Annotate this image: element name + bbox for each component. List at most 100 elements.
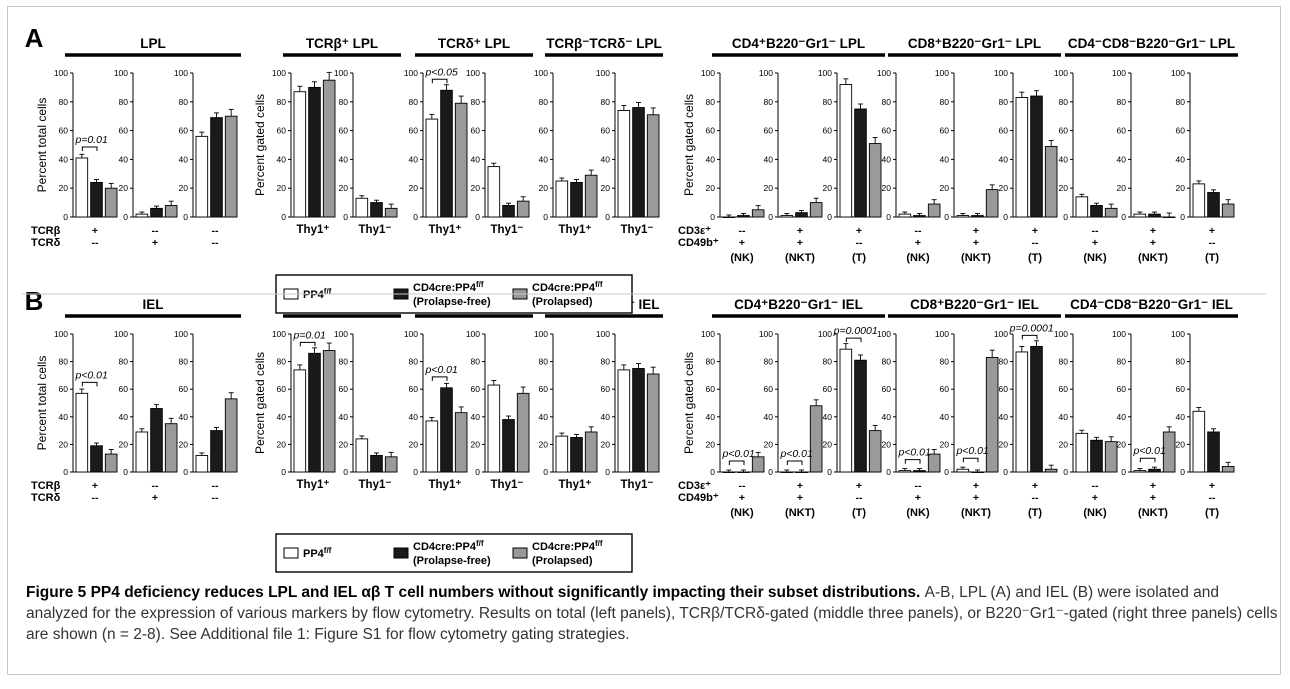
bar (1162, 216, 1176, 218)
category-label: Thy1⁻ (359, 479, 392, 491)
sub-axes: 0 20 40 60 80 100 --+ (NK) (877, 68, 941, 264)
y-tick-label: 40 (1117, 412, 1127, 422)
y-tick-label: 100 (54, 329, 68, 339)
caption-title: Figure 5 PP4 deficiency reduces LPL and … (26, 584, 921, 601)
significance-bracket (904, 459, 921, 464)
bar (1030, 95, 1043, 218)
bar (322, 79, 336, 218)
legend-label-2: (Prolapse-free) (413, 296, 491, 308)
y-tick-label: 20 (179, 439, 189, 449)
sub-axes: 0 20 40 60 80 100 p<0.01 --+ (NK) (701, 329, 765, 519)
bar (1192, 410, 1206, 473)
y-tick-label: 60 (471, 384, 481, 394)
y-tick-label: 80 (706, 97, 716, 107)
panel-label-a: A (25, 23, 44, 53)
bar (913, 470, 926, 473)
category-label: Thy1⁺ (297, 224, 330, 236)
figure-panels: ABLPL020406080100p=0.01+--020406080100--… (22, 23, 1266, 573)
bar (1015, 351, 1029, 473)
bar (985, 189, 999, 218)
bar (164, 205, 178, 218)
chart-title: CD4⁺B220⁻Gr1⁻ IEL (734, 297, 863, 312)
y-tick-label: 20 (940, 439, 950, 449)
y-tick-label: 100 (1054, 68, 1068, 78)
bar (632, 107, 645, 218)
bar (75, 157, 89, 218)
bar (809, 202, 823, 218)
marker-row-2: -- (856, 237, 863, 249)
y-tick-label: 100 (174, 68, 188, 78)
legend-label-2: (Prolapsed) (532, 555, 593, 567)
y-tick-label: 100 (534, 68, 548, 78)
y-tick-label: 40 (409, 412, 419, 422)
y-tick-label: 0 (183, 467, 188, 477)
y-tick-label: 20 (277, 183, 287, 193)
legend-swatch (283, 547, 299, 559)
y-tick-label: 80 (764, 97, 774, 107)
marker-row-1: + (797, 225, 803, 237)
category-label: (NK) (906, 252, 930, 264)
y-tick-label: 80 (706, 357, 716, 367)
y-tick-label: 0 (944, 212, 949, 222)
y-tick-label: 0 (475, 212, 480, 222)
significance-bracket (431, 376, 448, 381)
bar (722, 216, 736, 218)
category-label: Thy1⁺ (297, 479, 330, 491)
legend-sup: f/f (324, 546, 332, 555)
y-tick-label: 60 (409, 384, 419, 394)
sub-axes: 0 20 40 60 80 100 p<0.05 Thy1⁺ (404, 66, 468, 236)
category-label: (NKT) (1138, 252, 1168, 264)
y-tick-label: 20 (471, 439, 481, 449)
marker-row-1: + (973, 480, 979, 492)
y-tick-label: 80 (339, 357, 349, 367)
y-tick-label: 100 (534, 329, 548, 339)
y-tick-label: 60 (277, 384, 287, 394)
chart-b-0-tcr: TCRβ⁺ IEL020406080100p=0.01Thy1⁺02040608… (253, 297, 401, 491)
y-tick-label: 0 (343, 467, 348, 477)
y-tick-label: 80 (339, 97, 349, 107)
marker-row-2: + (973, 492, 979, 504)
y-tick-label: 80 (601, 97, 611, 107)
y-tick-label: 20 (1117, 183, 1127, 193)
sub-axes: 0 20 40 60 80 100 --+ (114, 329, 178, 504)
y-tick-label: 0 (1003, 467, 1008, 477)
row-label-1: CD3ε⁺ (678, 225, 711, 237)
bar (570, 181, 583, 218)
chart-a-0-total: LPL020406080100p=0.01+--020406080100--+0… (31, 36, 241, 249)
p-value-label: p<0.01 (1132, 445, 1165, 457)
bar (1104, 441, 1118, 473)
bar (104, 187, 118, 218)
category-label: (T) (1205, 252, 1219, 264)
y-tick-label: 80 (409, 357, 419, 367)
y-tick-label: 100 (759, 329, 773, 339)
bar (355, 197, 369, 218)
bar (632, 368, 645, 473)
legend-label-2: (Prolapsed) (532, 296, 593, 308)
y-tick-label: 20 (999, 439, 1009, 449)
sub-axes: 0 20 40 60 80 100 p<0.01 +-- (54, 329, 118, 504)
category-label: Thy1⁺ (429, 479, 462, 491)
sub-axes: 0 20 40 60 80 100 Thy1⁻ (334, 329, 398, 491)
marker-row-1: -- (212, 480, 219, 492)
chart-b-0-total: IEL020406080100p<0.01+--020406080100--+0… (31, 297, 241, 504)
y-tick-label: 60 (539, 384, 549, 394)
significance-bracket (431, 78, 448, 84)
category-label: (NKT) (785, 507, 815, 519)
y-tick-label: 20 (999, 183, 1009, 193)
legend-label: CD4cre:PP4f/f (413, 539, 484, 553)
sub-axes: 0 20 40 60 80 100 ++ (NKT) (759, 68, 823, 264)
bar (425, 420, 439, 473)
y-tick-label: 100 (404, 329, 418, 339)
marker-row-1: + (1150, 225, 1156, 237)
y-tick-label: 80 (999, 97, 1009, 107)
y-tick-label: 60 (539, 126, 549, 136)
y-tick-label: 20 (339, 183, 349, 193)
p-value-label: p<0.01 (424, 364, 457, 376)
category-label: Thy1⁺ (559, 479, 592, 491)
y-tick-label: 80 (940, 357, 950, 367)
y-tick-label: 100 (114, 68, 128, 78)
significance-bracket (845, 337, 862, 343)
p-value-label: p=0.0001 (833, 325, 878, 337)
bar (384, 207, 398, 218)
y-tick-label: 0 (605, 467, 610, 477)
